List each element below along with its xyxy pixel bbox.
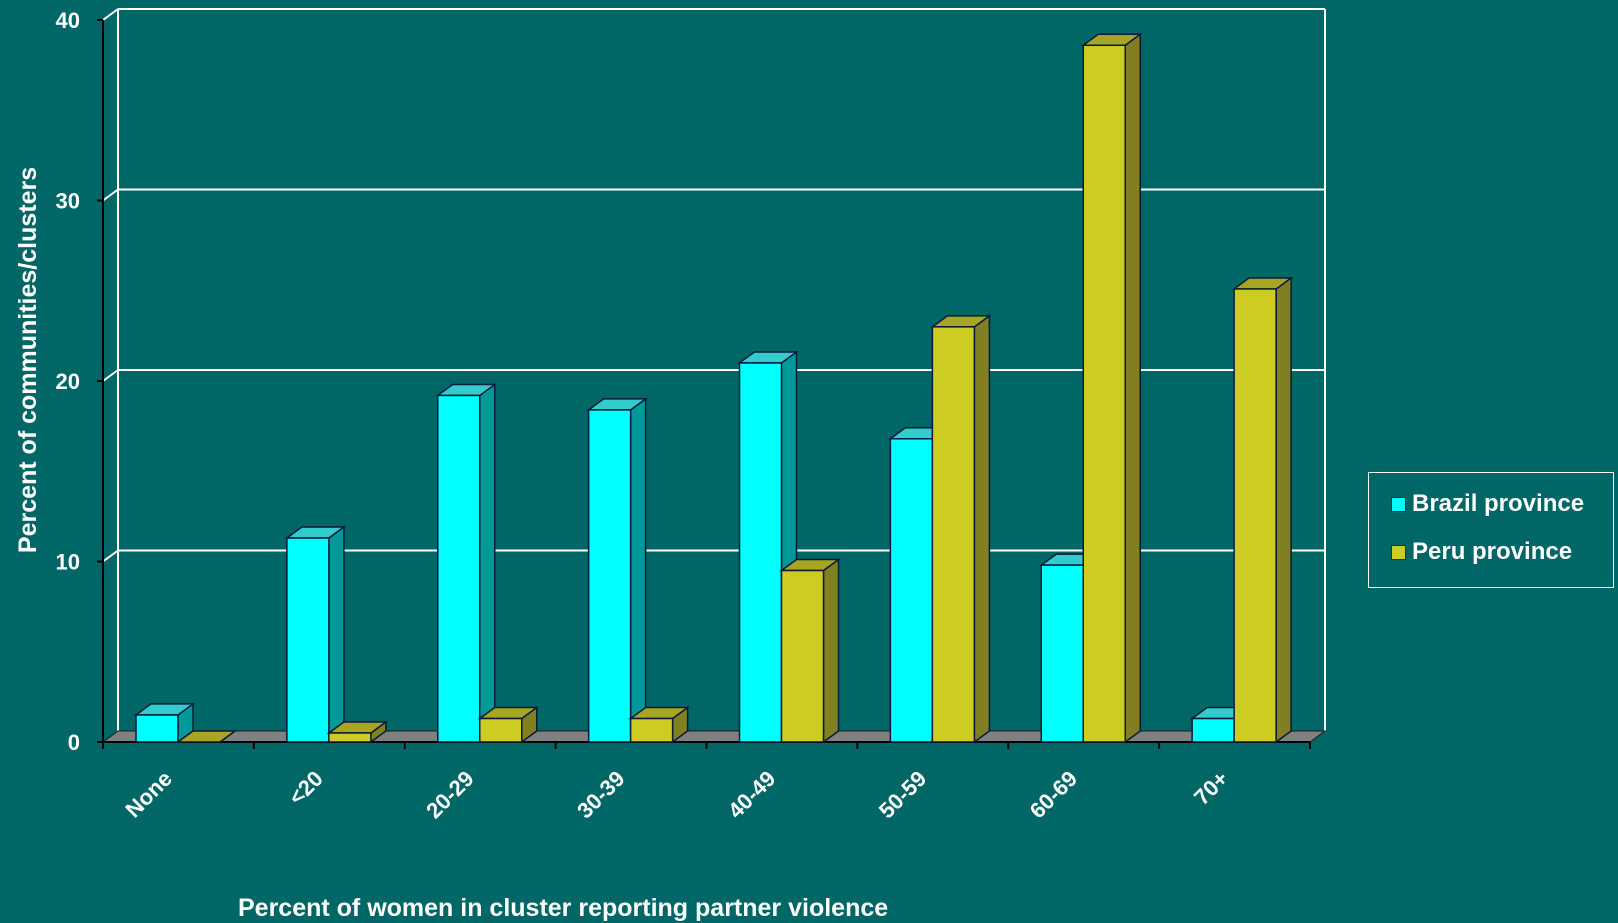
bar-front <box>135 714 179 743</box>
y-tick-label: 0 <box>68 730 80 755</box>
bar <box>628 706 690 744</box>
legend-label-peru: Peru province <box>1412 538 1573 565</box>
bar-side <box>822 558 840 744</box>
y-axis-title: Percent of communities/clusters <box>14 167 42 553</box>
bar-front <box>931 326 976 743</box>
gridline-side <box>102 188 119 202</box>
x-tick-label: 40-49 <box>723 766 780 823</box>
bar <box>435 382 498 744</box>
bar-front <box>629 717 674 743</box>
x-tick-label: 70+ <box>1189 766 1233 810</box>
bar-front <box>479 717 523 743</box>
bar-front <box>1233 288 1277 743</box>
x-tick-label: 60-69 <box>1025 766 1082 823</box>
bar <box>326 720 389 744</box>
y-tick-label: 40 <box>56 8 80 33</box>
x-tick-label: <20 <box>284 766 328 810</box>
y-tick-label: 10 <box>56 550 80 575</box>
x-tick-label: 30-39 <box>572 766 629 823</box>
x-axis-title: Percent of women in cluster reporting pa… <box>238 894 888 922</box>
legend-item-peru: Peru province <box>1391 523 1613 581</box>
y-tick-label: 30 <box>56 189 80 214</box>
y-tick-label: 20 <box>56 369 80 394</box>
bar-front <box>738 362 783 743</box>
bars <box>133 32 1294 744</box>
x-tick-label: 50-59 <box>874 766 931 823</box>
legend-swatch-brazil <box>1391 496 1406 512</box>
x-tick-label: 20-29 <box>421 766 478 823</box>
bar-side <box>1275 276 1292 744</box>
bar-side <box>973 314 991 744</box>
bar-front <box>437 394 481 743</box>
gridline-side <box>102 549 119 563</box>
bar <box>175 730 238 743</box>
bar-front <box>780 569 825 743</box>
bar-front <box>587 409 632 743</box>
bar-side <box>328 525 345 744</box>
gridline-side <box>102 369 119 382</box>
bar-top <box>175 730 238 743</box>
bar <box>1231 276 1294 744</box>
bar-front <box>328 732 372 743</box>
legend-swatch-peru <box>1391 544 1406 560</box>
gridline-side <box>102 8 119 21</box>
bar-front <box>1040 564 1084 743</box>
bar <box>1080 32 1143 744</box>
legend: Brazil province Peru province <box>1368 472 1614 588</box>
x-tick-label: None <box>120 766 177 823</box>
bar <box>284 525 347 744</box>
bar-side <box>629 397 647 744</box>
bar <box>779 558 841 744</box>
bar <box>888 426 950 744</box>
bar <box>133 702 196 744</box>
bar <box>477 706 540 744</box>
bar <box>586 397 648 744</box>
legend-label-brazil: Brazil province <box>1412 490 1585 517</box>
bar-front <box>286 537 330 743</box>
bar-front <box>889 438 934 743</box>
legend-item-brazil: Brazil province <box>1391 475 1613 533</box>
bar-side <box>479 382 496 744</box>
bar-front <box>1082 44 1126 743</box>
bar-side <box>1124 32 1141 744</box>
bar-front <box>1191 717 1235 743</box>
bar <box>930 314 992 744</box>
